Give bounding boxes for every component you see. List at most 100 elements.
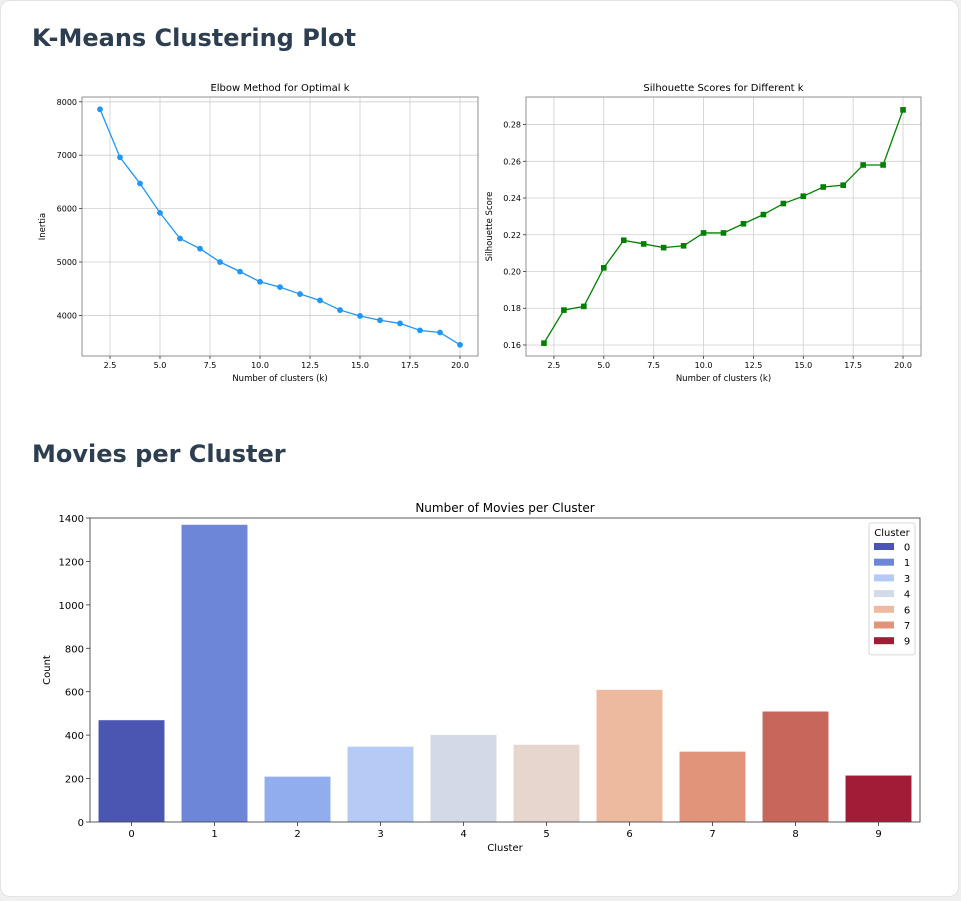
y-tick-label: 1400 [59,514,84,525]
bar-cluster-6 [596,689,663,823]
x-tick-label: 6 [626,829,632,840]
plot-frame [89,517,921,823]
chart-title: Number of Movies per Cluster [415,501,594,515]
x-tick-label: 12.5 [745,361,763,370]
plot-frame [81,96,479,357]
page-title: K-Means Clustering Plot [32,24,356,52]
legend-label: 9 [904,637,910,648]
x-tick-label: 1 [211,829,217,840]
bar-cluster-8 [762,711,829,823]
y-tick-label: 0.26 [503,157,521,166]
data-point [97,106,103,113]
data-point [357,313,363,319]
legend-label: 1 [904,558,910,569]
legend-swatch-1 [874,558,894,566]
y-tick-label: 800 [65,644,84,655]
x-tick-label: 10.0 [695,361,713,370]
legend-swatch-3 [874,574,894,582]
data-point [217,259,223,265]
data-point [117,154,123,161]
bar-cluster-1 [181,524,248,823]
y-tick-label: 0.16 [503,341,521,350]
chart-title: Silhouette Scores for Different k [643,83,803,94]
data-point [317,297,323,304]
y-axis-label: Count [42,655,53,685]
data-point [457,341,463,348]
data-point [137,180,143,187]
legend-swatch-0 [874,543,894,550]
data-point [197,245,203,252]
legend-label: 4 [904,590,910,601]
data-point [237,268,243,275]
x-tick-label: 2.5 [548,361,561,370]
x-tick-label: 8 [792,829,798,840]
data-point [860,162,866,168]
data-point [660,244,667,251]
x-tick-label: 15.0 [351,361,369,370]
y-tick-label: 200 [65,775,84,786]
bar-cluster-5 [513,744,580,823]
y-tick-label: 5000 [57,258,77,267]
data-point [337,307,343,313]
data-point [620,237,627,244]
bar-cluster-7 [679,751,746,823]
data-point [880,162,886,168]
data-point [800,193,807,199]
data-point [177,235,183,242]
x-tick-label: 15.0 [794,361,812,370]
legend-swatch-9 [874,637,894,645]
x-tick-label: 3 [377,829,383,840]
x-tick-label: 5.0 [154,361,167,370]
chart-title: Elbow Method for Optimal k [210,83,349,94]
bar-cluster-3 [347,746,414,823]
section-title-movies-per-cluster: Movies per Cluster [32,440,286,468]
data-point [257,278,263,285]
x-tick-label: 2 [294,829,300,840]
y-axis-label: Silhouette Score [485,192,495,262]
x-tick-label: 20.0 [451,361,469,370]
x-tick-label: 2.5 [104,361,117,370]
x-axis-label: Cluster [487,843,523,854]
y-tick-label: 4000 [57,311,77,320]
data-point [720,230,727,236]
data-point [700,230,707,236]
legend-swatch-7 [874,621,894,629]
data-point [277,284,283,291]
y-axis-label: Inertia [38,213,48,241]
x-tick-label: 5 [543,829,549,840]
data-point [740,220,747,227]
y-tick-label: 7000 [57,151,77,160]
y-tick-label: 600 [65,688,84,699]
y-tick-label: 8000 [57,98,77,107]
data-point [581,303,587,310]
data-point [680,242,687,249]
x-tick-label: 7.5 [204,361,217,370]
x-tick-label: 4 [460,829,466,840]
data-point [397,320,403,327]
legend-label: 7 [904,621,910,632]
data-point [297,291,303,297]
legend-label: 0 [904,543,910,554]
legend-swatch-6 [874,605,894,613]
legend-label: 6 [904,605,910,616]
data-point [640,241,647,247]
bar-cluster-4 [430,734,497,823]
bar-cluster-0 [98,719,165,823]
x-tick-label: 10.0 [251,361,269,370]
data-point [840,182,846,188]
data-point [157,209,163,216]
y-tick-label: 0 [78,818,84,829]
bar-cluster-2 [264,776,331,823]
legend-swatch-4 [874,590,894,598]
data-point [760,211,767,218]
x-tick-label: 9 [875,829,881,840]
data-point [437,329,443,336]
y-tick-label: 0.28 [503,121,521,130]
y-tick-label: 0.22 [503,231,521,240]
x-tick-label: 0 [128,829,134,840]
y-tick-label: 1200 [59,557,84,568]
x-tick-label: 12.5 [301,361,319,370]
legend-label: 3 [904,574,910,585]
